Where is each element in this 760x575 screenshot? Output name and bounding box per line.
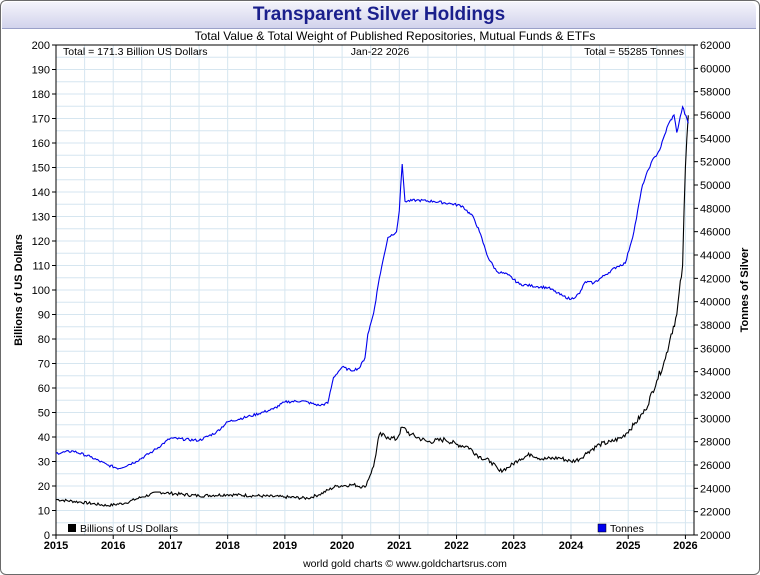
y-tick-label-right: 28000	[700, 437, 731, 449]
y-tick-label-left: 0	[44, 530, 50, 542]
x-tick-label: 2019	[273, 540, 297, 552]
x-tick-label: 2025	[616, 540, 640, 552]
y-tick-label-right: 58000	[700, 87, 731, 99]
legend-label-tonnes: Tonnes	[610, 523, 644, 535]
y-tick-label-left: 200	[32, 40, 50, 52]
x-tick-label: 2015	[44, 540, 68, 552]
y-tick-label-left: 10	[38, 506, 50, 518]
y-tick-label-left: 120	[32, 236, 50, 248]
y-tick-label-left: 140	[32, 187, 50, 199]
y-axis-right-label: Tonnes of Silver	[739, 247, 751, 332]
title-bar: Transparent Silver Holdings	[2, 2, 756, 29]
y-tick-label-right: 46000	[700, 227, 731, 239]
y-tick-label-right: 34000	[700, 367, 731, 379]
y-tick-label-right: 52000	[700, 157, 731, 169]
series-line-tonnes	[55, 105, 689, 470]
y-tick-label-right: 32000	[700, 390, 731, 402]
y-tick-label-left: 60	[38, 383, 50, 395]
x-tick-label: 2021	[387, 540, 411, 552]
y-tick-label-right: 22000	[700, 507, 731, 519]
y-tick-label-left: 150	[32, 163, 50, 175]
y-tick-label-left: 180	[32, 89, 50, 101]
y-tick-label-right: 30000	[700, 413, 731, 425]
y-tick-label-right: 56000	[700, 110, 731, 122]
y-tick-label-right: 20000	[700, 530, 731, 542]
legend-label-value: Billions of US Dollars	[80, 523, 178, 535]
x-tick-label: 2023	[502, 540, 526, 552]
x-tick-label: 2024	[559, 540, 584, 552]
y-tick-label-left: 50	[38, 408, 50, 420]
page-title: Transparent Silver Holdings	[252, 4, 506, 25]
y-tick-label-left: 30	[38, 457, 50, 469]
y-axis-left-label: Billions of US Dollars	[13, 234, 25, 346]
y-tick-label-left: 100	[32, 285, 50, 297]
y-tick-label-left: 20	[38, 481, 50, 493]
y-tick-label-left: 90	[38, 310, 50, 322]
y-tick-label-left: 110	[32, 261, 50, 273]
x-tick-label: 2018	[215, 540, 239, 552]
y-tick-label-right: 44000	[700, 250, 731, 262]
y-tick-label-left: 190	[32, 65, 50, 77]
y-tick-label-left: 70	[38, 359, 50, 371]
x-tick-label: 2026	[673, 540, 697, 552]
total-value-label: Total = 171.3 Billion US Dollars	[63, 46, 207, 58]
x-tick-label: 2020	[330, 540, 354, 552]
y-tick-label-right: 24000	[700, 483, 731, 495]
x-tick-label: 2016	[101, 540, 125, 552]
legend-swatch-value	[68, 524, 76, 532]
total-weight-label: Total = 55285 Tonnes	[584, 46, 684, 58]
y-tick-label-right: 62000	[700, 40, 731, 52]
y-tick-label-left: 160	[32, 138, 50, 150]
y-tick-label-left: 130	[32, 212, 50, 224]
y-tick-label-right: 60000	[700, 63, 731, 75]
series-lines	[55, 105, 689, 508]
footer-credit: world gold charts © www.goldchartsrus.co…	[302, 558, 507, 570]
y-tick-label-right: 26000	[700, 460, 731, 472]
x-tick-label: 2022	[444, 540, 468, 552]
y-tick-label-right: 36000	[700, 343, 731, 355]
chart-subtitle: Total Value & Total Weight of Published …	[195, 29, 596, 43]
y-tick-label-left: 170	[32, 114, 50, 126]
y-axis-left: 0 10 20 30 40 50 60 70 80 90 100 110 120 130 140 150 160…	[32, 40, 56, 542]
y-tick-label-right: 50000	[700, 180, 731, 192]
y-tick-label-right: 38000	[700, 320, 731, 332]
y-tick-label-left: 40	[38, 432, 50, 444]
date-label: Jan-22 2026	[351, 46, 410, 58]
x-tick-label: 2017	[158, 540, 182, 552]
y-tick-label-right: 40000	[700, 297, 731, 309]
y-tick-label-right: 54000	[700, 133, 731, 145]
y-tick-label-left: 80	[38, 334, 50, 346]
y-axis-right: 20000 22000 24000 26000 28000 30000 32000 34000…	[694, 40, 731, 542]
x-axis: 2015 2016 2017 2018 2019 2020 2021 2022 2023 2024…	[44, 535, 698, 552]
series-line-value	[55, 115, 689, 508]
grid-lines	[55, 44, 694, 536]
y-tick-label-right: 48000	[700, 203, 731, 215]
legend-swatch-tonnes	[597, 523, 607, 533]
y-tick-label-right: 42000	[700, 273, 731, 285]
